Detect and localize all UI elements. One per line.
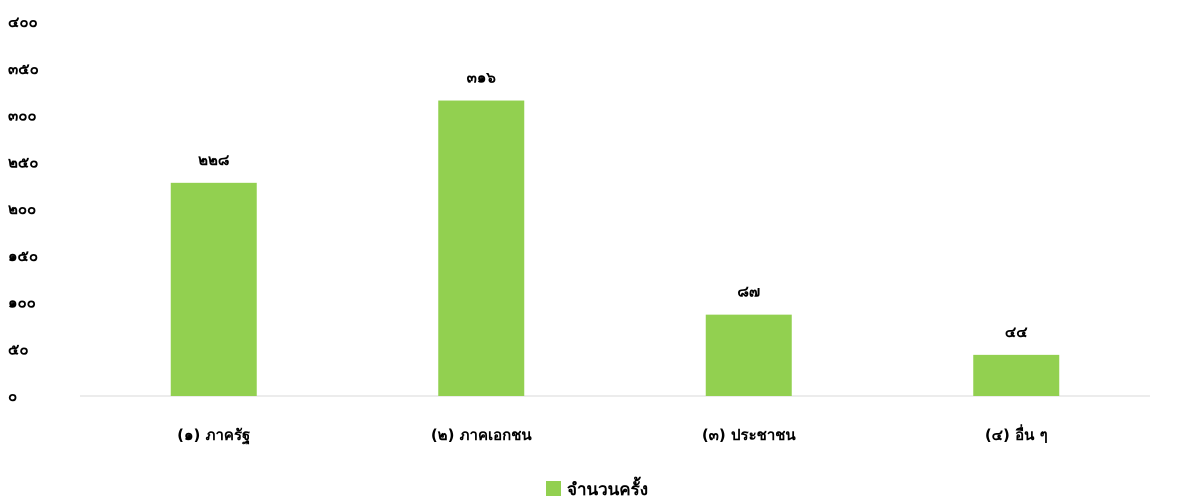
- y-tick-label: ๔๐๐: [8, 13, 38, 31]
- y-axis-tick-labels: ๐ ๕๐ ๑๐๐ ๑๕๐ ๒๐๐ ๒๕๐ ๓๐๐ ๓๕๐ ๔๐๐: [8, 13, 39, 405]
- y-tick-label: ๒๕๐: [8, 153, 38, 171]
- x-category-label: (๓) ประชาชน: [702, 426, 797, 444]
- y-tick-label: ๒๐๐: [8, 200, 36, 218]
- y-tick-label: ๑๐๐: [8, 294, 36, 312]
- legend: จำนวนครั้ง: [546, 476, 648, 500]
- bar: [170, 182, 257, 396]
- bar: [705, 314, 792, 396]
- y-tick-label: ๐: [8, 387, 17, 405]
- x-category-label: (๒) ภาคเอกชน: [431, 426, 533, 444]
- legend-swatch: [546, 481, 561, 496]
- y-tick-label: ๓๕๐: [8, 60, 39, 78]
- bar: [973, 354, 1060, 396]
- legend-label: จำนวนครั้ง: [567, 476, 648, 500]
- bar-value-label: ๒๒๘: [198, 151, 230, 169]
- x-axis-category-labels: (๑) ภาครัฐ (๒) ภาคเอกชน (๓) ประชาชน (๔) อื่…: [177, 424, 1047, 445]
- y-tick-label: ๑๕๐: [8, 247, 38, 265]
- y-tick-label: ๓๐๐: [8, 107, 37, 125]
- x-category-label: (๔) อื่น ๆ: [985, 424, 1048, 444]
- bar-value-label: ๘๗: [737, 283, 760, 301]
- y-tick-label: ๕๐: [8, 340, 29, 358]
- bar-value-label: ๔๔: [1005, 323, 1028, 341]
- bar-value-label: ๓๑๖: [467, 69, 497, 87]
- x-category-label: (๑) ภาครัฐ: [177, 426, 250, 445]
- bars: [170, 100, 1060, 396]
- bar: [438, 100, 525, 396]
